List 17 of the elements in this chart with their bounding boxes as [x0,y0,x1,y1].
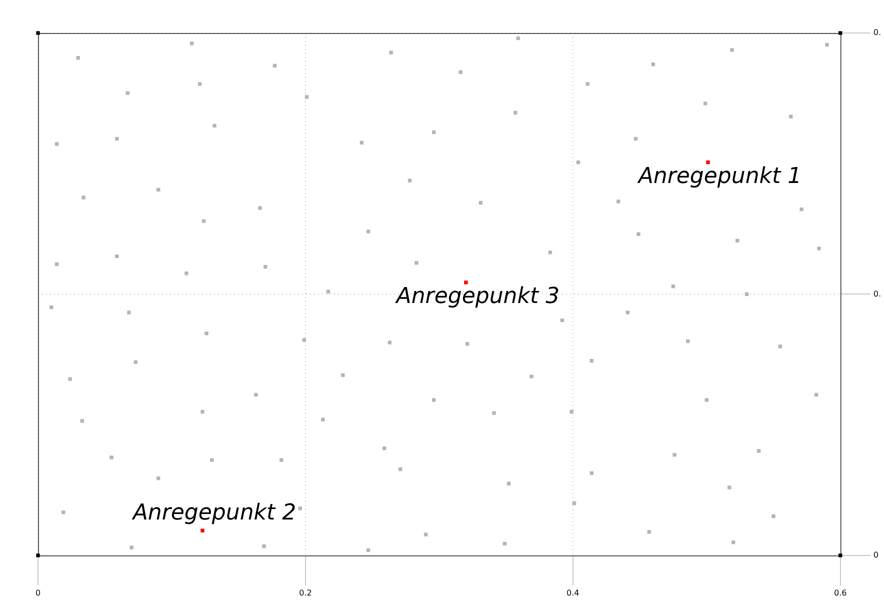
point [36,31,40,35]
y-tick-label: 0. [873,289,882,298]
annotation: Anregepunkt 1 [636,164,802,190]
annotation: Anregepunkt 2 [130,500,296,526]
point [36,554,40,558]
annotation: Anregepunkt 3 [394,284,560,310]
x-tick-label: 0.2 [299,588,312,598]
x-tick-label: 0.4 [566,588,580,598]
point [838,554,842,558]
x-tick-label: 0 [35,588,41,598]
x-tick-label: 0.6 [834,588,847,598]
y-tick-label: 0. [873,28,882,38]
y-tick-label: 0 [873,550,878,560]
point [464,280,468,284]
point [838,31,842,35]
point [706,160,710,164]
point [200,528,204,532]
